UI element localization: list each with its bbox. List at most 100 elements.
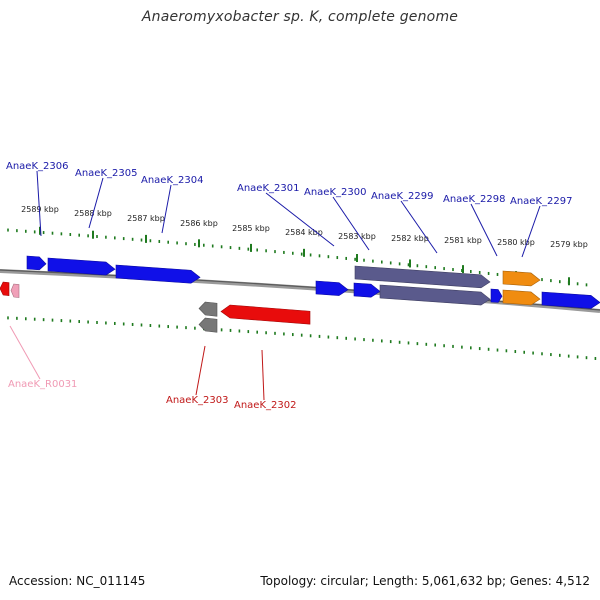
gene-label-anaek_2299[interactable]: AnaeK_2299: [371, 191, 433, 202]
gene-arrow-partial[interactable]: [354, 265, 491, 289]
scale-minor-tick: [203, 243, 205, 247]
gene-label-anaek_2302[interactable]: AnaeK_2302: [234, 400, 296, 411]
inner-scale-tick: [256, 330, 258, 334]
scale-minor-tick: [185, 242, 187, 246]
gene-arrow-partial[interactable]: [198, 317, 218, 333]
gene-arrow-anaek_2305[interactable]: [47, 257, 116, 276]
map-title: Anaeromyxobacter sp. K, complete genome: [141, 9, 459, 25]
scale-minor-tick: [550, 279, 552, 283]
inner-scale-tick: [131, 322, 134, 326]
inner-scale-tick: [78, 320, 80, 324]
inner-scale-tick: [309, 334, 312, 338]
scale-minor-tick: [318, 254, 321, 258]
gene-arrow-anaek_2297[interactable]: [502, 289, 541, 306]
scale-minor-tick: [336, 256, 339, 260]
gene-label-anaek_2305[interactable]: AnaeK_2305: [75, 168, 137, 179]
scale-minor-tick: [211, 244, 214, 248]
scale-tick-label: 2585 kbp: [232, 224, 270, 233]
scale-tick-label: 2581 kbp: [444, 236, 482, 245]
inner-scale-tick: [42, 318, 45, 322]
inner-scale-tick: [407, 341, 410, 345]
inner-scale-tick: [247, 330, 250, 334]
gene-arrow-anaek_2304[interactable]: [115, 264, 201, 284]
scale-minor-tick: [363, 258, 365, 262]
scale-minor-tick: [122, 237, 125, 241]
scale-minor-tick: [87, 234, 89, 238]
gene-arrow-anaek_2306[interactable]: [26, 255, 47, 271]
inner-scale-tick: [158, 324, 161, 328]
scale-minor-tick: [585, 283, 588, 287]
gene-label-anaek_2300[interactable]: AnaeK_2300: [304, 187, 366, 198]
inner-scale-tick: [149, 324, 152, 328]
scale-minor-tick: [407, 263, 410, 267]
scale-major-tick: [303, 248, 305, 257]
inner-scale-tick: [389, 340, 392, 344]
scale-minor-tick: [541, 278, 543, 282]
inner-scale-tick: [265, 331, 267, 335]
inner-scale-tick: [185, 326, 187, 330]
scale-major-tick: [145, 234, 147, 243]
gene-arrow-anaek_r0031[interactable]: [10, 283, 20, 298]
gene-callout-line: [195, 345, 206, 396]
inner-scale-tick: [372, 338, 374, 342]
inner-scale-tick: [523, 350, 525, 354]
scale-minor-tick: [96, 235, 98, 239]
inner-scale-tick: [398, 340, 401, 344]
inner-scale-tick: [381, 339, 383, 343]
gene-callout-line: [261, 349, 265, 401]
scale-minor-tick: [398, 262, 401, 266]
inner-scale-tick: [16, 316, 18, 320]
scale-minor-tick: [33, 230, 36, 234]
scale-minor-tick: [256, 248, 258, 252]
topology-label: Topology: circular; Length: 5,061,632 bp…: [260, 574, 590, 588]
gene-arrow-anaek_2298[interactable]: [490, 288, 503, 303]
inner-scale-tick: [550, 353, 552, 357]
inner-scale-tick: [140, 323, 143, 327]
gene-arrow-partial[interactable]: [502, 270, 541, 287]
scale-minor-tick: [229, 246, 232, 250]
gene-callout-line: [88, 177, 104, 229]
scale-minor-tick: [443, 267, 445, 271]
accession-label: Accession: NC_011145: [9, 574, 146, 588]
inner-scale-tick: [7, 316, 9, 320]
gene-label-anaek_2298[interactable]: AnaeK_2298: [443, 194, 505, 205]
inner-scale-tick: [292, 333, 294, 337]
gene-arrow-anaek_2299[interactable]: [379, 284, 491, 306]
gene-arrow-anaek_2302[interactable]: [220, 304, 311, 325]
inner-scale-tick: [363, 338, 365, 342]
inner-scale-tick: [220, 328, 223, 332]
gene-arrow-partial[interactable]: [0, 281, 10, 296]
scale-tick-label: 2579 kbp: [550, 240, 588, 249]
gene-arrow-anaek_2303[interactable]: [198, 301, 218, 317]
gene-callout-line: [400, 200, 438, 254]
scale-tick-label: 2582 kbp: [391, 234, 429, 243]
scale-minor-tick: [461, 269, 463, 273]
gene-label-anaek_2297[interactable]: AnaeK_2297: [510, 196, 572, 207]
gene-label-anaek_2304[interactable]: AnaeK_2304: [141, 175, 203, 186]
scale-minor-tick: [51, 231, 54, 235]
gene-label-anaek_2303[interactable]: AnaeK_2303: [166, 395, 228, 406]
inner-scale-tick: [114, 321, 116, 325]
scale-major-tick: [250, 243, 252, 252]
inner-scale-tick: [122, 322, 125, 326]
gene-arrow-anaek_2300[interactable]: [353, 282, 381, 298]
gene-callout-line: [332, 196, 370, 251]
scale-minor-tick: [158, 239, 161, 243]
scale-minor-tick: [167, 240, 169, 244]
scale-minor-tick: [416, 264, 419, 268]
scale-minor-tick: [381, 260, 383, 264]
gene-label-anaek_2301[interactable]: AnaeK_2301: [237, 183, 299, 194]
gene-label-anaek_2306[interactable]: AnaeK_2306: [6, 161, 68, 172]
scale-tick-label: 2583 kbp: [338, 232, 376, 241]
gene-callout-line: [470, 203, 498, 257]
gene-label-anaek_r0031[interactable]: AnaeK_R0031: [8, 379, 77, 390]
inner-scale-tick: [176, 325, 178, 329]
scale-minor-tick: [265, 249, 267, 253]
gene-arrow-anaek_2301[interactable]: [315, 280, 349, 296]
inner-scale-tick: [87, 320, 89, 324]
inner-scale-tick: [576, 355, 579, 359]
gene-arrow-partial[interactable]: [541, 291, 600, 309]
inner-scale-tick: [60, 319, 63, 323]
scale-minor-tick: [149, 239, 152, 243]
